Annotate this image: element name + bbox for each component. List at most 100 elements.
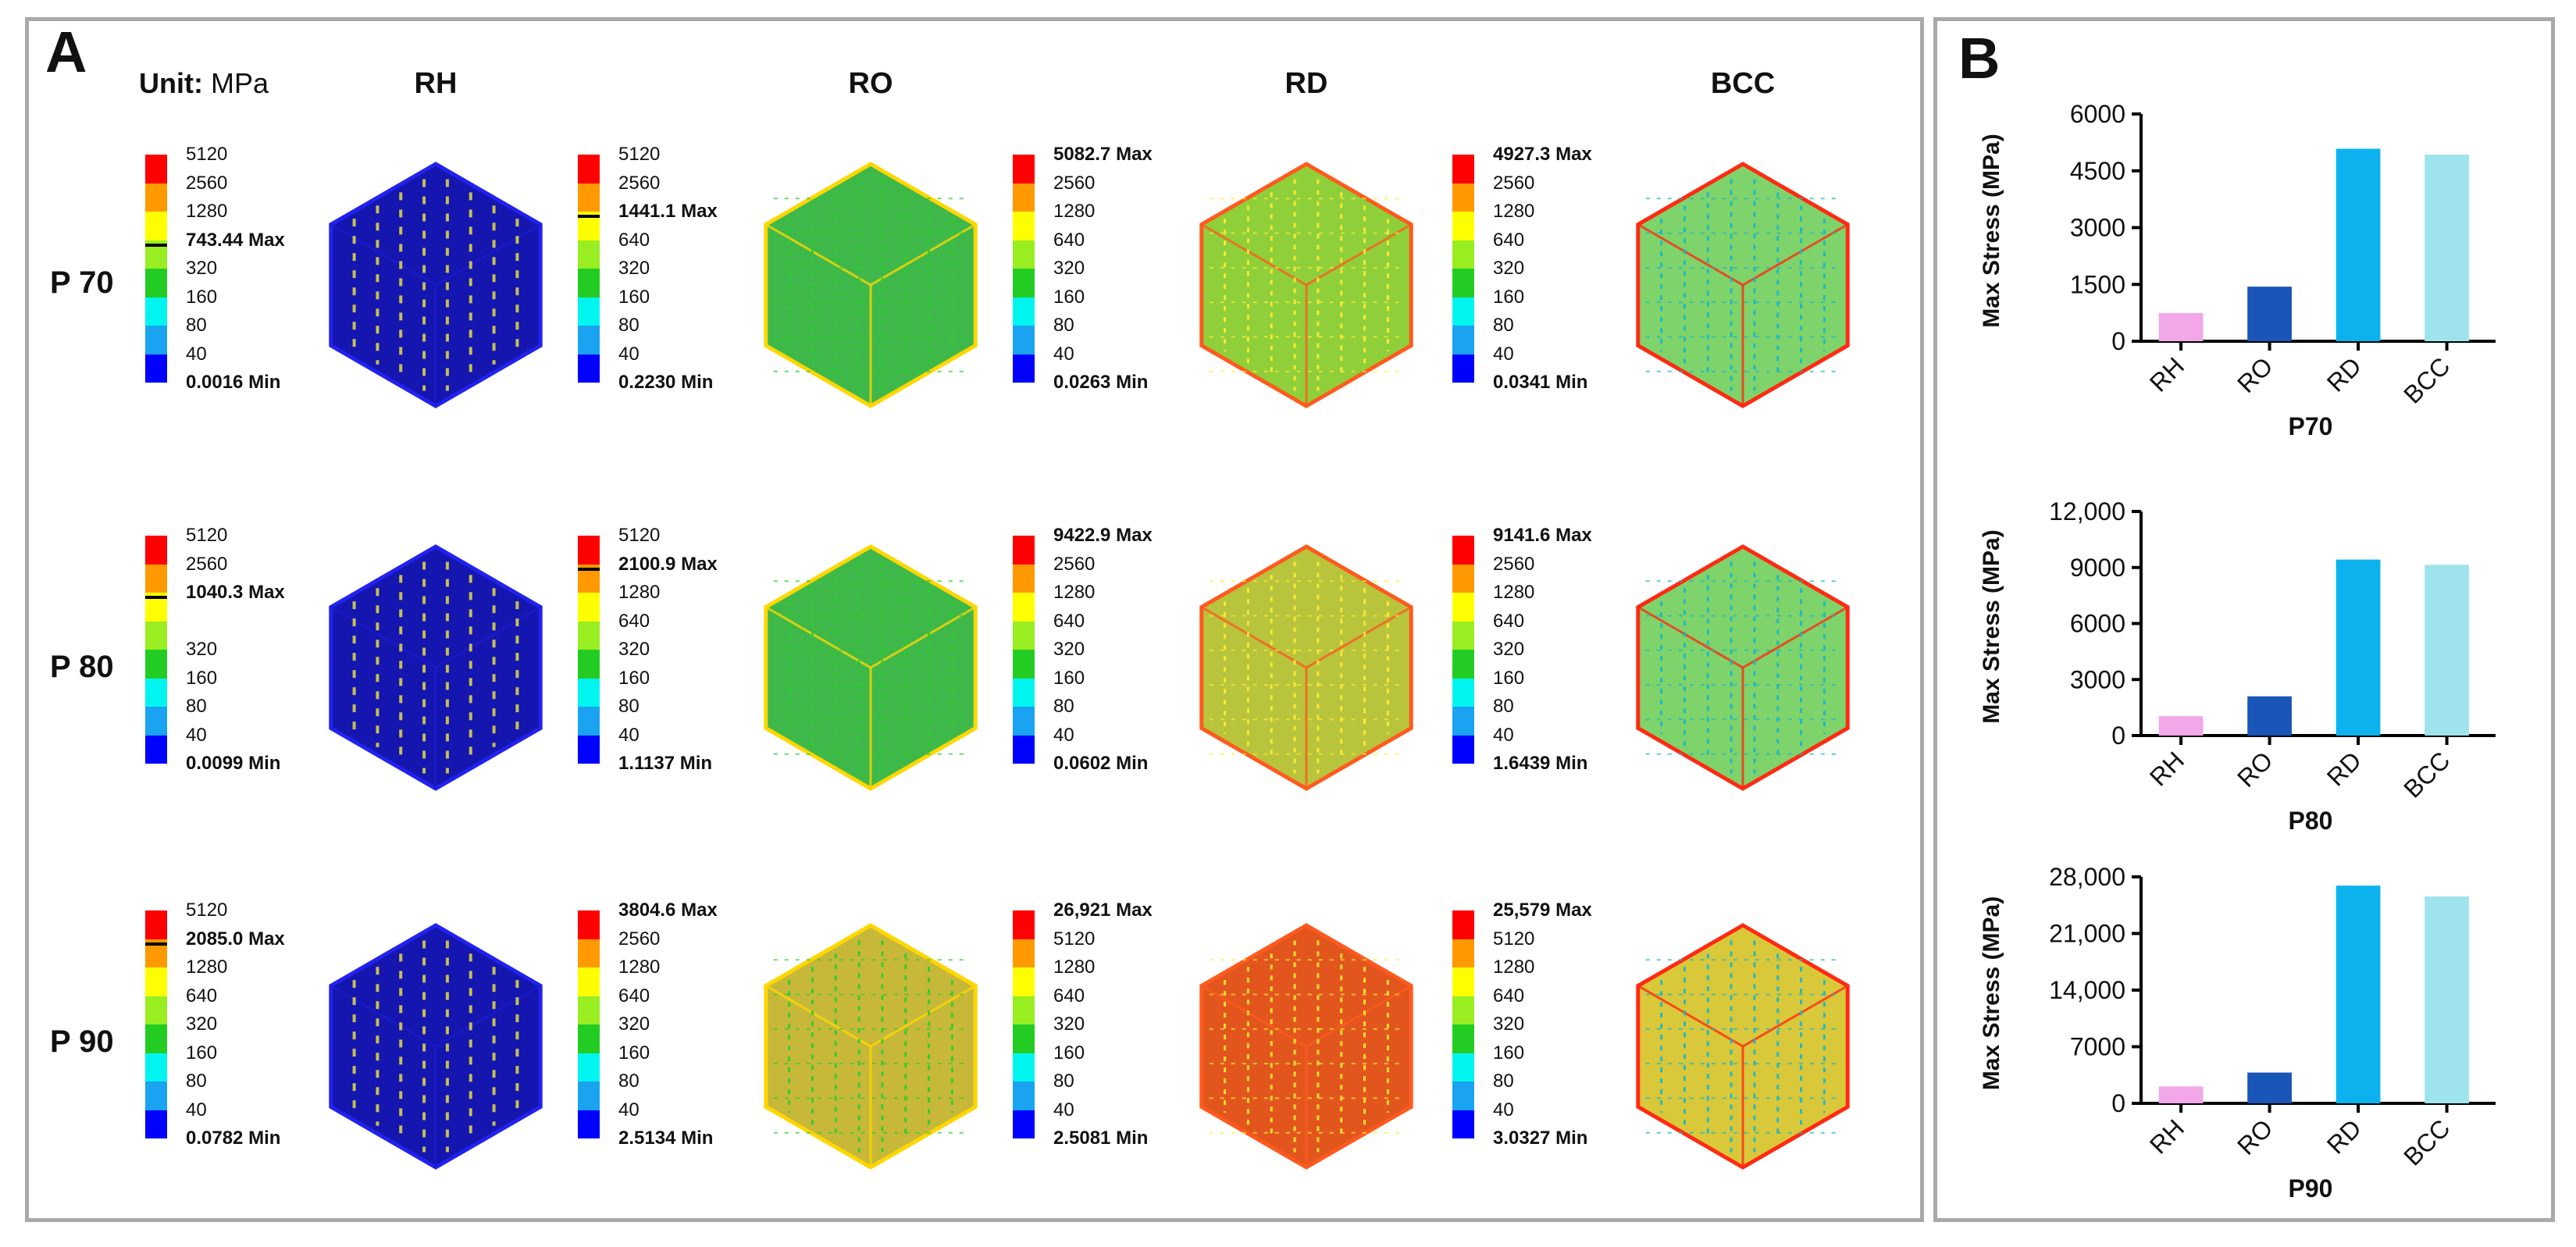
legend-p70-ro: 5120 2560 1441.1 Max 640 320 160 80 40 0.2230 Mi… — [578, 145, 812, 419]
legend-level-label: 320 — [1053, 258, 1085, 279]
legend-level-label: 160 — [186, 667, 218, 689]
legend-level-label: 640 — [1053, 229, 1085, 251]
legend-swatch — [1452, 240, 1474, 269]
legend-max-marker — [145, 243, 167, 247]
legend-level-label: 1280 — [1053, 582, 1096, 603]
legend-swatch — [1013, 564, 1035, 593]
y-tick-label: 28,000 — [2049, 863, 2125, 891]
legend-swatch — [1013, 326, 1035, 355]
bar-rd — [2336, 885, 2381, 1103]
legend-swatch — [1013, 155, 1035, 183]
legend-level-label: 640 — [1493, 229, 1525, 251]
legend-level-label: 160 — [1493, 286, 1525, 308]
legend-swatch — [1013, 1081, 1035, 1110]
legend-level-label: 2.5081 Min — [1053, 1128, 1149, 1149]
legend-swatch — [145, 564, 167, 593]
legend-swatch — [1013, 1053, 1035, 1081]
y-axis-label: Max Stress (MPa) — [1979, 134, 2004, 327]
legend-swatch — [1452, 326, 1474, 355]
bar-chart-p90: 0 7000 14,000 21,000 28,000 RH RO RD BCC Max Stre… — [1979, 863, 2496, 1202]
legend-swatch — [1452, 1053, 1474, 1081]
legend-level-label: 40 — [1493, 1099, 1514, 1121]
legend-level-label: 2.5134 Min — [618, 1128, 714, 1149]
legend-swatch — [1013, 910, 1035, 939]
legend-level-label: 80 — [1053, 696, 1074, 717]
legend-swatch — [1452, 996, 1474, 1024]
legend-max-marker — [578, 215, 600, 218]
x-tick-label: RO — [2232, 746, 2278, 792]
legend-level-label: 160 — [618, 667, 650, 689]
row-header-p90: P 90 — [50, 1024, 114, 1059]
legend-p80-rh: 5120 2560 1040.3 Max 320 160 80 40 0.0099 Min — [145, 526, 379, 800]
legend-swatch — [1452, 707, 1474, 736]
legend-swatch — [145, 1053, 167, 1081]
legend-swatch — [1452, 1081, 1474, 1110]
lattice-cube-ro-p90 — [764, 923, 978, 1170]
legend-level-label: 3.0327 Min — [1493, 1128, 1588, 1149]
legend-swatch — [1452, 1024, 1474, 1053]
y-tick-label: 3000 — [2070, 214, 2125, 242]
legend-swatch — [1452, 354, 1474, 383]
legend-level-label: 40 — [618, 1099, 640, 1121]
legend-level-label: 40 — [1053, 1099, 1074, 1121]
legend-level-label: 1280 — [1053, 957, 1096, 978]
legend-swatch — [145, 1081, 167, 1110]
lattice-cube-rd-p70 — [1199, 162, 1413, 408]
x-axis-label: P80 — [2289, 807, 2333, 835]
legend-level-label: 1.6439 Min — [1493, 753, 1588, 774]
legend-swatch — [145, 536, 167, 565]
legend-swatch — [1013, 678, 1035, 707]
legend-level-label: 160 — [1493, 1042, 1525, 1064]
legend-level-label: 320 — [1493, 639, 1525, 660]
y-tick-label: 6000 — [2070, 100, 2125, 128]
x-tick-label: RD — [2321, 1113, 2367, 1159]
legend-level-label: 80 — [618, 315, 640, 336]
legend-level-label: 320 — [1493, 258, 1525, 279]
legend-level-label: 3804.6 Max — [618, 900, 718, 921]
legend-level-label: 160 — [1053, 1042, 1085, 1064]
legend-level-label: 80 — [618, 696, 640, 717]
legend-level-label: 320 — [1053, 639, 1085, 660]
x-tick-label: RO — [2232, 1113, 2278, 1160]
legend-swatch — [1013, 212, 1035, 240]
legend-swatch — [145, 967, 167, 996]
legend-swatch — [145, 269, 167, 297]
legend-swatch — [1452, 678, 1474, 707]
legend-level-label: 2560 — [618, 928, 661, 950]
x-tick-label: RH — [2144, 351, 2189, 397]
legend-swatch — [1452, 621, 1474, 650]
legend-swatch — [145, 735, 167, 764]
legend-level-label: 320 — [186, 639, 218, 660]
legend-level-label: 2560 — [1053, 172, 1096, 194]
lattice-cube-bcc-p90 — [1636, 923, 1850, 1170]
legend-swatch — [145, 1024, 167, 1053]
legend-level-label: 0.0341 Min — [1493, 372, 1588, 393]
y-axis-label: Max Stress (MPa) — [1979, 896, 2004, 1090]
bar-chart-p70: 0 1500 3000 4500 6000 RH RO RD BCC Max Stress (MP… — [1979, 100, 2496, 440]
legend-swatch — [145, 354, 167, 383]
legend-swatch — [1452, 939, 1474, 967]
legend-level-label: 640 — [1493, 610, 1525, 632]
bar-bcc — [2425, 896, 2469, 1103]
unit-label: Unit: MPa — [139, 67, 269, 100]
legend-max-marker — [145, 596, 167, 599]
lattice-cube-rd-p80 — [1199, 544, 1413, 791]
legend-level-label: 640 — [1493, 985, 1525, 1007]
lattice-cube-ro-p80 — [764, 544, 978, 791]
bar-rd — [2336, 559, 2381, 736]
legend-swatch — [1452, 735, 1474, 764]
legend-level-label: 160 — [1493, 667, 1525, 689]
legend-level-label: 640 — [618, 985, 650, 1007]
legend-swatch — [578, 593, 600, 622]
unit-value: MPa — [210, 67, 269, 99]
legend-swatch — [145, 326, 167, 355]
legend-level-label: 5120 — [1053, 928, 1096, 950]
legend-swatch — [578, 1110, 600, 1138]
legend-swatch — [1452, 183, 1474, 212]
legend-swatch — [1013, 707, 1035, 736]
legend-level-label: 1280 — [1493, 957, 1535, 978]
legend-swatch — [1013, 354, 1035, 383]
legend-level-label: 2085.0 Max — [186, 928, 285, 950]
